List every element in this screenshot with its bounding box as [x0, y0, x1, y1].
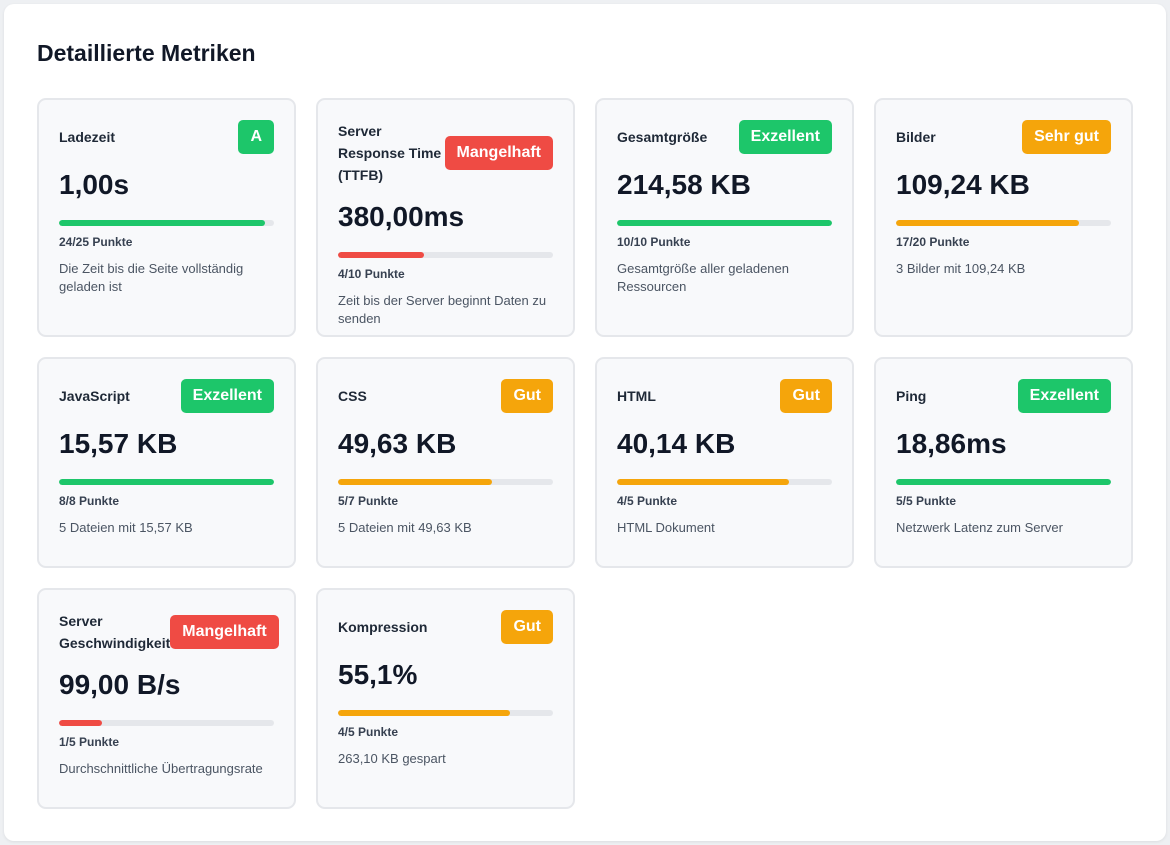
progress-fill: [59, 720, 102, 726]
card-header: CSS Gut: [338, 379, 553, 413]
progress-bar: [617, 479, 832, 485]
metric-points: 17/20 Punkte: [896, 235, 970, 249]
status-badge: A: [238, 120, 274, 154]
progress-bar: [59, 720, 274, 726]
metric-value: 380,00ms: [338, 201, 465, 232]
metric-description: 5 Dateien mit 15,57 KB: [59, 520, 193, 535]
metric-title: HTML: [617, 388, 656, 404]
metric-card-kompression: Kompression Gut 55,1% 4/5 Punkte 263,10 …: [316, 588, 575, 809]
metric-title: Server Geschwindigkeit: [59, 613, 171, 651]
status-badge: Gut: [780, 379, 832, 413]
metric-card-html: HTML Gut 40,14 KB 4/5 Punkte HTML Dokume…: [595, 357, 854, 568]
metric-title: CSS: [338, 388, 367, 404]
status-badge: Mangelhaft: [444, 136, 553, 170]
card-header: Server Geschwindigkeit Mangelhaft: [59, 610, 279, 654]
status-badge: Sehr gut: [1022, 120, 1111, 154]
metric-description: Zeit bis der Server beginnt Daten zu sen…: [338, 293, 547, 326]
progress-fill: [59, 220, 266, 226]
metric-title: Ladezeit: [59, 129, 116, 145]
metric-value: 55,1%: [338, 659, 418, 690]
progress-bar: [59, 479, 274, 485]
metric-description: Durchschnittliche Übertragungsrate: [59, 761, 263, 776]
card-header: HTML Gut: [617, 379, 832, 413]
metric-value: 15,57 KB: [59, 428, 178, 459]
status-badge: Exzellent: [738, 120, 832, 154]
progress-bar: [338, 479, 553, 485]
metric-value: 214,58 KB: [617, 169, 751, 200]
card-header: JavaScript Exzellent: [59, 379, 274, 413]
metric-value: 99,00 B/s: [59, 669, 181, 700]
status-badge: Gut: [501, 610, 553, 644]
card-header: Ladezeit A: [59, 120, 274, 154]
metric-description: HTML Dokument: [617, 520, 715, 535]
metric-value: 18,86ms: [896, 428, 1007, 459]
metric-description: Gesamtgröße aller geladenen Ressourcen: [617, 261, 789, 294]
metric-title: Bilder: [896, 129, 936, 145]
metric-points: 8/8 Punkte: [59, 494, 120, 508]
metrics-grid: Ladezeit A 1,00s 24/25 Punkte Die Zeit b…: [37, 98, 1133, 809]
progress-fill: [617, 220, 832, 226]
metric-title: Server Response Time (TTFB): [338, 123, 442, 183]
metric-card-ping: Ping Exzellent 18,86ms 5/5 Punkte Netzwe…: [874, 357, 1133, 568]
metric-points: 4/5 Punkte: [617, 494, 678, 508]
metric-value: 49,63 KB: [338, 428, 457, 459]
progress-bar: [59, 220, 274, 226]
metric-card-bilder: Bilder Sehr gut 109,24 KB 17/20 Punkte 3…: [874, 98, 1133, 337]
metric-card-ladezeit: Ladezeit A 1,00s 24/25 Punkte Die Zeit b…: [37, 98, 296, 337]
metric-description: 3 Bilder mit 109,24 KB: [896, 261, 1026, 276]
metric-points: 10/10 Punkte: [617, 235, 691, 249]
metric-title: JavaScript: [59, 388, 130, 404]
progress-fill: [617, 479, 789, 485]
metric-card-server-geschwindigkeit: Server Geschwindigkeit Mangelhaft 99,00 …: [37, 588, 296, 809]
metric-title: Ping: [896, 388, 927, 404]
card-header: Gesamtgröße Exzellent: [617, 120, 832, 154]
metric-title: Kompression: [338, 619, 428, 635]
progress-bar: [617, 220, 832, 226]
metric-points: 4/10 Punkte: [338, 267, 405, 281]
progress-bar: [338, 252, 553, 258]
metric-points: 1/5 Punkte: [59, 735, 120, 749]
metric-title: Gesamtgröße: [617, 129, 708, 145]
card-header: Server Response Time (TTFB) Mangelhaft: [338, 120, 553, 186]
card-header: Bilder Sehr gut: [896, 120, 1111, 154]
status-badge: Exzellent: [180, 379, 274, 413]
progress-fill: [338, 479, 492, 485]
status-badge: Gut: [501, 379, 553, 413]
metric-card-javascript: JavaScript Exzellent 15,57 KB 8/8 Punkte…: [37, 357, 296, 568]
status-badge: Mangelhaft: [170, 615, 279, 649]
progress-fill: [338, 710, 510, 716]
progress-bar: [896, 220, 1111, 226]
metric-description: 5 Dateien mit 49,63 KB: [338, 520, 472, 535]
progress-bar: [896, 479, 1111, 485]
metrics-panel: Detaillierte Metriken Ladezeit A 1,00s 2…: [4, 4, 1166, 841]
metric-value: 1,00s: [59, 169, 130, 200]
card-header: Ping Exzellent: [896, 379, 1111, 413]
metric-description: Die Zeit bis die Seite vollständig gelad…: [59, 261, 244, 294]
status-badge: Exzellent: [1017, 379, 1111, 413]
metric-card-gesamtgroesse: Gesamtgröße Exzellent 214,58 KB 10/10 Pu…: [595, 98, 854, 337]
metric-description: Netzwerk Latenz zum Server: [896, 520, 1063, 535]
metric-points: 5/7 Punkte: [338, 494, 399, 508]
metric-points: 4/5 Punkte: [338, 725, 399, 739]
progress-fill: [59, 479, 274, 485]
metric-points: 24/25 Punkte: [59, 235, 133, 249]
metric-points: 5/5 Punkte: [896, 494, 957, 508]
progress-bar: [338, 710, 553, 716]
progress-fill: [338, 252, 424, 258]
card-header: Kompression Gut: [338, 610, 553, 644]
metric-description: 263,10 KB gespart: [338, 751, 446, 766]
metric-card-css: CSS Gut 49,63 KB 5/7 Punkte 5 Dateien mi…: [316, 357, 575, 568]
metric-card-ttfb: Server Response Time (TTFB) Mangelhaft 3…: [316, 98, 575, 337]
section-title: Detaillierte Metriken: [37, 40, 256, 66]
metric-value: 40,14 KB: [617, 428, 736, 459]
metric-value: 109,24 KB: [896, 169, 1030, 200]
progress-fill: [896, 220, 1079, 226]
progress-fill: [896, 479, 1111, 485]
